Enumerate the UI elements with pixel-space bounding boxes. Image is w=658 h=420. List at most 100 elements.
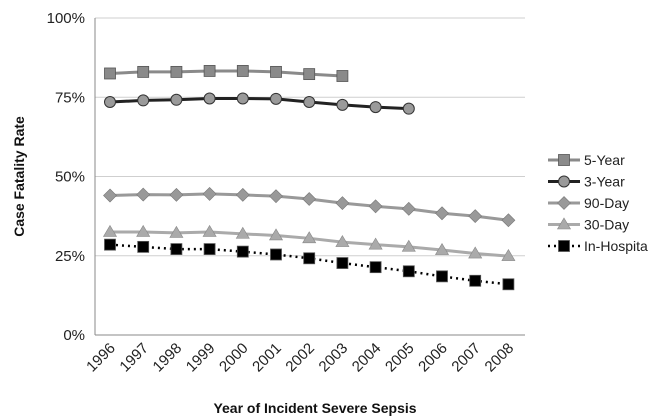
legend-label: 30-Day [584, 217, 629, 233]
data-point [104, 238, 116, 251]
data-point [270, 65, 282, 78]
y-tick-label: 25% [55, 248, 85, 265]
data-point [369, 101, 382, 114]
data-point [302, 192, 317, 206]
data-point [136, 187, 151, 202]
data-point [336, 70, 349, 82]
data-point [170, 65, 183, 78]
data-point [434, 242, 450, 255]
data-point [303, 96, 316, 109]
legend-entry: In-Hospita [548, 238, 648, 254]
x-tick-label: 2006 [415, 340, 451, 376]
data-point [137, 65, 150, 78]
data-point [402, 102, 415, 115]
data-point [469, 274, 482, 287]
legend-label: In-Hospita [584, 238, 648, 254]
y-tick-label: 75% [55, 89, 85, 106]
x-tick-label: 1998 [150, 340, 186, 376]
data-point [468, 209, 483, 224]
data-point [435, 206, 449, 221]
data-point [103, 188, 117, 203]
x-tick-label: 1996 [83, 340, 119, 376]
series-90-day [103, 187, 516, 228]
data-point [502, 278, 515, 291]
data-point [368, 199, 383, 214]
data-point [303, 68, 316, 81]
legend-entry: 90-Day [548, 195, 629, 211]
data-point [169, 187, 184, 202]
data-point [402, 265, 415, 278]
x-tick-label: 2005 [382, 340, 418, 376]
data-point [170, 243, 183, 255]
series-30-day [102, 224, 516, 261]
data-point [137, 240, 150, 253]
legend-marker [558, 240, 570, 252]
data-point [336, 98, 349, 111]
legend-label: 3-Year [584, 174, 625, 190]
data-point [401, 239, 416, 252]
data-point [501, 248, 516, 261]
data-point [236, 245, 249, 258]
data-point [137, 94, 150, 107]
legend: 5-Year 3-Year 90-Day 30-Day In-Hospita [548, 152, 648, 254]
y-tick-label: 100% [47, 10, 85, 27]
data-point [203, 65, 216, 77]
y-tick-label: 0% [63, 327, 85, 344]
data-point [235, 187, 250, 202]
data-point [203, 243, 216, 255]
data-point [303, 252, 316, 265]
legend-entry: 30-Day [548, 217, 629, 233]
data-point [436, 270, 448, 283]
data-point [136, 224, 151, 237]
legend-label: 5-Year [584, 152, 625, 168]
data-point [235, 226, 250, 239]
x-tick-label: 1997 [116, 340, 152, 376]
x-tick-label: 2003 [316, 340, 352, 376]
data-point [368, 237, 383, 250]
data-point [202, 187, 217, 201]
data-point [269, 189, 283, 204]
x-axis-title: Year of Incident Severe Sepsis [213, 400, 416, 416]
x-tick-label: 2008 [482, 340, 518, 376]
data-point [104, 67, 116, 80]
data-point [169, 225, 184, 238]
x-tick-label: 2000 [216, 340, 252, 376]
data-point [369, 261, 382, 274]
data-point [335, 235, 350, 247]
data-point [202, 224, 217, 237]
y-tick-label: 50% [55, 169, 85, 186]
legend-entry: 3-Year [548, 174, 625, 190]
data-point [236, 92, 249, 105]
data-point [335, 196, 350, 211]
series-3-year [104, 92, 415, 115]
legend-marker [556, 217, 572, 230]
data-point [468, 246, 483, 259]
y-axis-title: Case Fatality Rate [11, 116, 27, 237]
data-point [203, 92, 216, 105]
legend-marker [558, 154, 570, 166]
series-line [109, 97, 409, 111]
series-in-hospita [104, 238, 515, 291]
legend-entry: 5-Year [548, 152, 625, 168]
legend-label: 90-Day [584, 195, 629, 211]
data-point [270, 248, 282, 261]
data-point [336, 257, 349, 269]
legend-marker [557, 196, 571, 210]
data-point [401, 201, 416, 216]
data-point [170, 93, 183, 106]
axes: 0%25%50%75%100%1996199719981999200020012… [47, 10, 525, 375]
legend-marker [558, 175, 570, 188]
x-tick-label: 2007 [448, 340, 484, 376]
x-tick-label: 1999 [183, 340, 219, 376]
data-point [268, 228, 284, 241]
data-point [236, 65, 249, 77]
series-5-year [104, 65, 349, 82]
x-tick-label: 2002 [282, 340, 318, 376]
data-point [302, 231, 317, 244]
data-point [102, 224, 118, 237]
gridlines [95, 17, 525, 257]
x-tick-label: 2004 [349, 340, 385, 376]
data-point [501, 213, 516, 228]
